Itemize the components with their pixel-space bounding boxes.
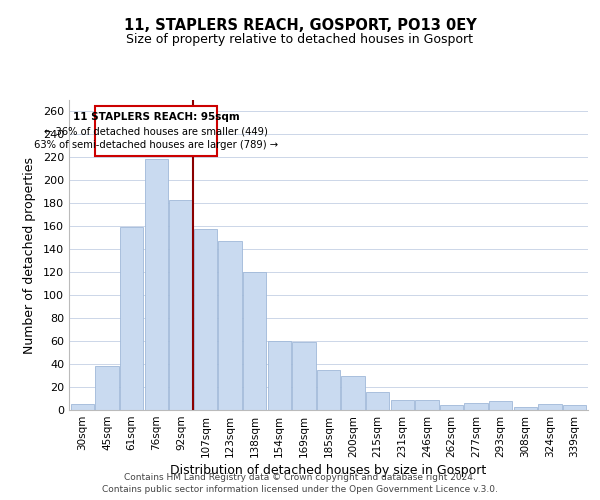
FancyBboxPatch shape: [95, 106, 217, 156]
Bar: [440, 406, 463, 410]
Bar: [169, 200, 193, 410]
Text: Size of property relative to detached houses in Gosport: Size of property relative to detached ho…: [127, 32, 473, 46]
X-axis label: Distribution of detached houses by size in Gosport: Distribution of detached houses by size …: [170, 464, 487, 477]
Bar: [415, 400, 439, 410]
Text: ← 36% of detached houses are smaller (449): ← 36% of detached houses are smaller (44…: [44, 126, 268, 136]
Bar: [243, 272, 266, 410]
Bar: [341, 376, 365, 410]
Bar: [95, 366, 119, 410]
Bar: [464, 403, 488, 410]
Bar: [218, 241, 242, 410]
Bar: [268, 341, 291, 410]
Bar: [145, 158, 168, 410]
Bar: [514, 406, 537, 410]
Text: 63% of semi-detached houses are larger (789) →: 63% of semi-detached houses are larger (…: [34, 140, 278, 150]
Bar: [120, 228, 143, 410]
Bar: [366, 392, 389, 410]
Text: 11 STAPLERS REACH: 95sqm: 11 STAPLERS REACH: 95sqm: [73, 112, 239, 122]
Bar: [317, 370, 340, 410]
Bar: [489, 401, 512, 410]
Bar: [538, 404, 562, 410]
Bar: [391, 400, 414, 410]
Text: 11, STAPLERS REACH, GOSPORT, PO13 0EY: 11, STAPLERS REACH, GOSPORT, PO13 0EY: [124, 18, 476, 32]
Bar: [563, 406, 586, 410]
Text: Contains HM Land Registry data © Crown copyright and database right 2024.: Contains HM Land Registry data © Crown c…: [124, 472, 476, 482]
Bar: [71, 404, 94, 410]
Bar: [194, 228, 217, 410]
Y-axis label: Number of detached properties: Number of detached properties: [23, 156, 36, 354]
Text: Contains public sector information licensed under the Open Government Licence v.: Contains public sector information licen…: [102, 485, 498, 494]
Bar: [292, 342, 316, 410]
